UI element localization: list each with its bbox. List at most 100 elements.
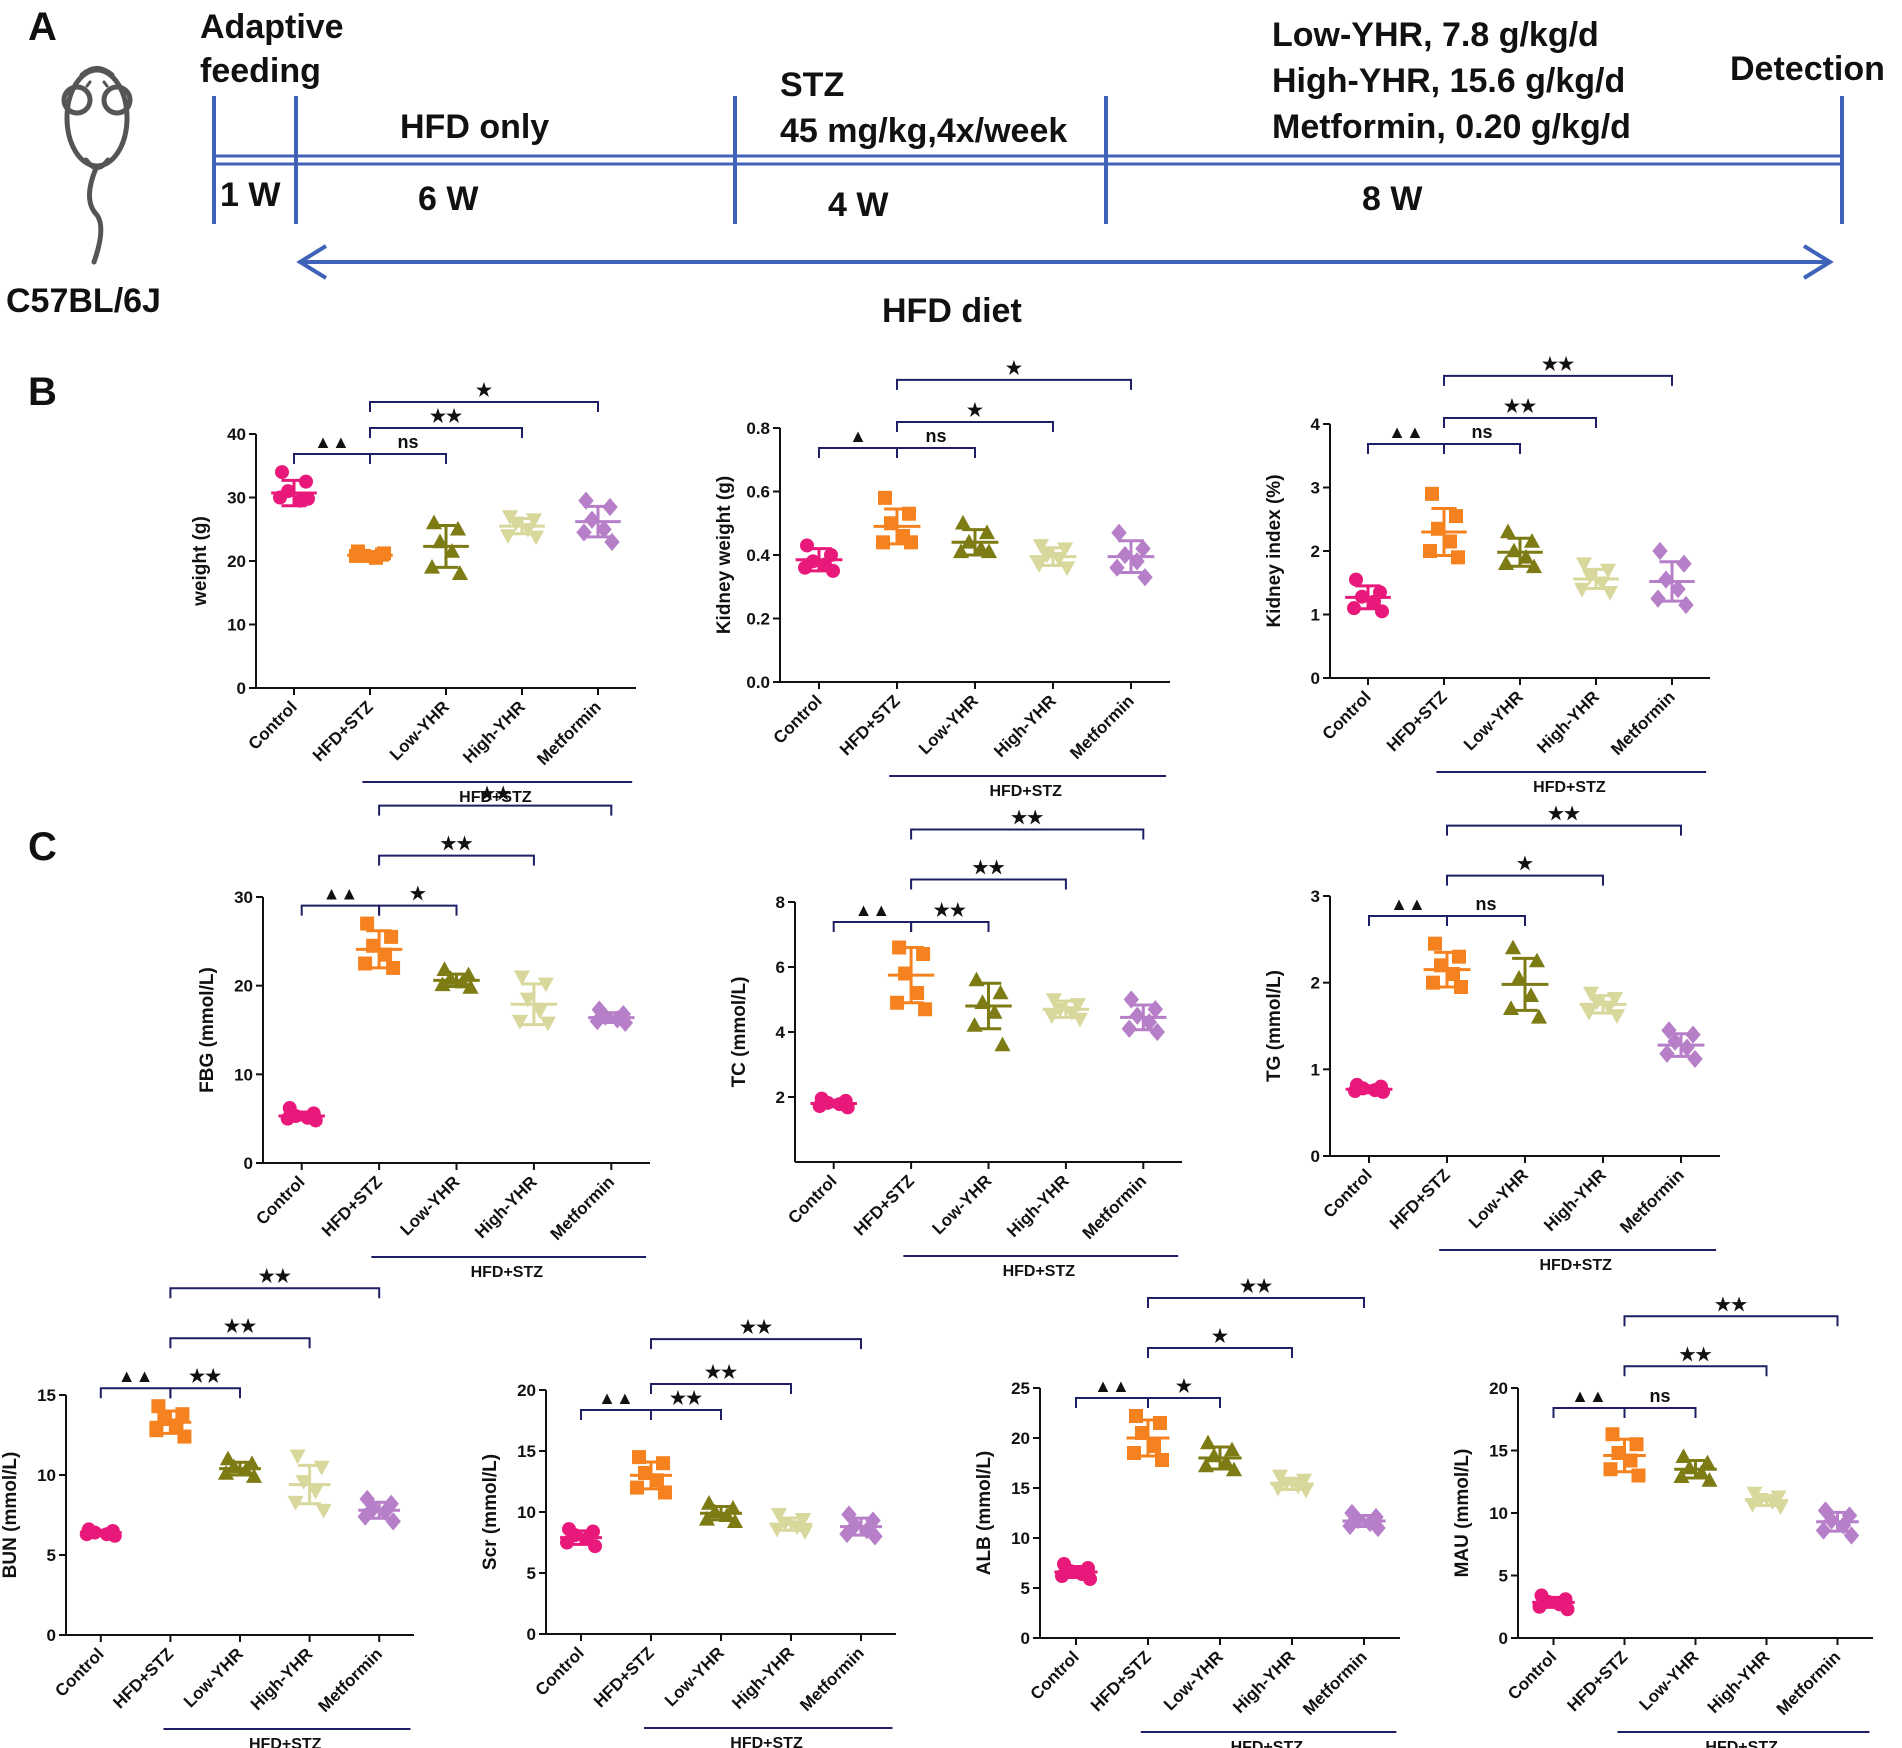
data-point (890, 995, 905, 1010)
y-tick-label: 20 (234, 977, 253, 996)
significance-bracket (169, 1337, 311, 1349)
significance-bracket (1446, 874, 1604, 886)
category-label: Control (51, 1644, 107, 1700)
y-tick-label: 0 (244, 1154, 253, 1173)
category-label: Low-YHR (928, 1171, 995, 1238)
significance-bracket (1623, 1315, 1839, 1327)
group-label: HFD+STZ (471, 1264, 544, 1281)
significance-bracket (1623, 1407, 1697, 1418)
category-label: Control (245, 697, 301, 753)
category-label: HFD+STZ (836, 691, 904, 759)
data-point (1528, 952, 1546, 968)
category-label: Low-YHR (396, 1172, 463, 1239)
data-point (531, 1004, 548, 1019)
data-point (539, 1016, 556, 1032)
group-label: HFD+STZ (1539, 1257, 1612, 1274)
y-axis-label: MAU (mmol/L) (1452, 1449, 1473, 1578)
significance-bracket (300, 904, 381, 916)
significance-label: ▲▲ (118, 1366, 154, 1386)
data-point (630, 1480, 644, 1495)
data-point (377, 1502, 393, 1521)
y-tick-label: 15 (1489, 1442, 1508, 1461)
series-HFD+STZ (1421, 486, 1467, 565)
data-point (378, 947, 393, 962)
data-point (1349, 572, 1363, 587)
data-point (245, 1468, 263, 1483)
category-label: High-YHR (1229, 1647, 1299, 1717)
category-label: Metformin (1079, 1171, 1151, 1243)
significance-label: ★★ (1504, 396, 1537, 416)
significance-bracket (896, 378, 1132, 390)
category-label: HFD+STZ (309, 697, 377, 765)
data-point (307, 1484, 324, 1500)
significance-bracket (1147, 1397, 1221, 1408)
series-Low-YHR (1197, 1434, 1243, 1477)
y-tick-label: 4 (776, 1023, 786, 1042)
data-point (1147, 1000, 1163, 1019)
diet-label: HFD diet (882, 292, 1022, 330)
data-point (462, 979, 479, 994)
series-HFD+STZ (887, 940, 935, 1017)
category-label: HFD+STZ (590, 1643, 658, 1711)
significance-bracket (910, 828, 1145, 840)
data-point (1701, 1472, 1718, 1487)
data-point (656, 1456, 670, 1471)
data-point (1510, 969, 1528, 985)
significance-label: ▲▲ (1388, 422, 1424, 442)
group-label: HFD+STZ (459, 789, 532, 806)
data-point (1083, 1572, 1097, 1586)
category-label: High-YHR (459, 697, 529, 767)
data-point (1058, 561, 1076, 577)
series-Metformin (1120, 990, 1167, 1042)
y-tick-label: 5 (47, 1546, 56, 1565)
category-label: Control (252, 1172, 308, 1228)
significance-label: ▲▲ (1094, 1376, 1130, 1396)
data-point (1117, 545, 1133, 565)
y-tick-label: 15 (37, 1386, 56, 1405)
y-tick-label: 30 (234, 888, 253, 907)
category-label: HFD+STZ (1563, 1647, 1631, 1715)
significance-bracket (378, 804, 613, 816)
data-point (511, 1014, 528, 1030)
significance-bracket (896, 421, 1054, 432)
significance-bracket (650, 1409, 722, 1420)
data-point (867, 1527, 883, 1546)
significance-label: ▲ (849, 426, 867, 446)
mouse-strain-label: C57BL/6J (6, 282, 161, 320)
significance-label: ★★ (1240, 1276, 1273, 1296)
significance-label: ★ (1176, 1376, 1193, 1396)
data-point (386, 960, 401, 975)
data-point (1658, 570, 1674, 589)
y-axis-label: weight (g) (190, 516, 211, 607)
series-Low-YHR (698, 1495, 744, 1529)
stage-treatment-high: High-YHR, 15.6 g/kg/d (1272, 62, 1625, 100)
significance-bracket (1443, 443, 1521, 454)
series-Low-YHR (217, 1450, 263, 1483)
data-point (1443, 534, 1457, 549)
data-point (1347, 601, 1361, 616)
data-point (596, 520, 612, 539)
duration-4w: 4 W (828, 186, 889, 224)
data-point (360, 916, 375, 931)
data-point (1342, 1516, 1358, 1536)
data-point (449, 520, 467, 536)
y-tick-label: 0.6 (746, 483, 770, 502)
y-axis-label: Scr (mmol/L) (480, 1454, 501, 1570)
data-point (1030, 558, 1048, 573)
category-label: High-YHR (1003, 1171, 1073, 1241)
series-Control (79, 1522, 122, 1543)
series-Metformin (839, 1505, 883, 1546)
data-point (770, 1508, 788, 1523)
series-Low-YHR (951, 514, 999, 559)
data-point (617, 1013, 633, 1033)
y-tick-label: 15 (1011, 1479, 1030, 1498)
data-point (1147, 1439, 1161, 1453)
y-axis-label: FBG (mmol/L) (197, 967, 218, 1093)
stage-stz-line2: 45 mg/kg,4x/week (780, 112, 1067, 150)
group-label: HFD+STZ (1231, 1739, 1304, 1748)
category-label: High-YHR (471, 1172, 541, 1242)
significance-bracket (1367, 443, 1445, 454)
significance-bracket (650, 1383, 792, 1394)
category-label: High-YHR (1533, 687, 1603, 757)
data-point (1530, 1008, 1548, 1024)
